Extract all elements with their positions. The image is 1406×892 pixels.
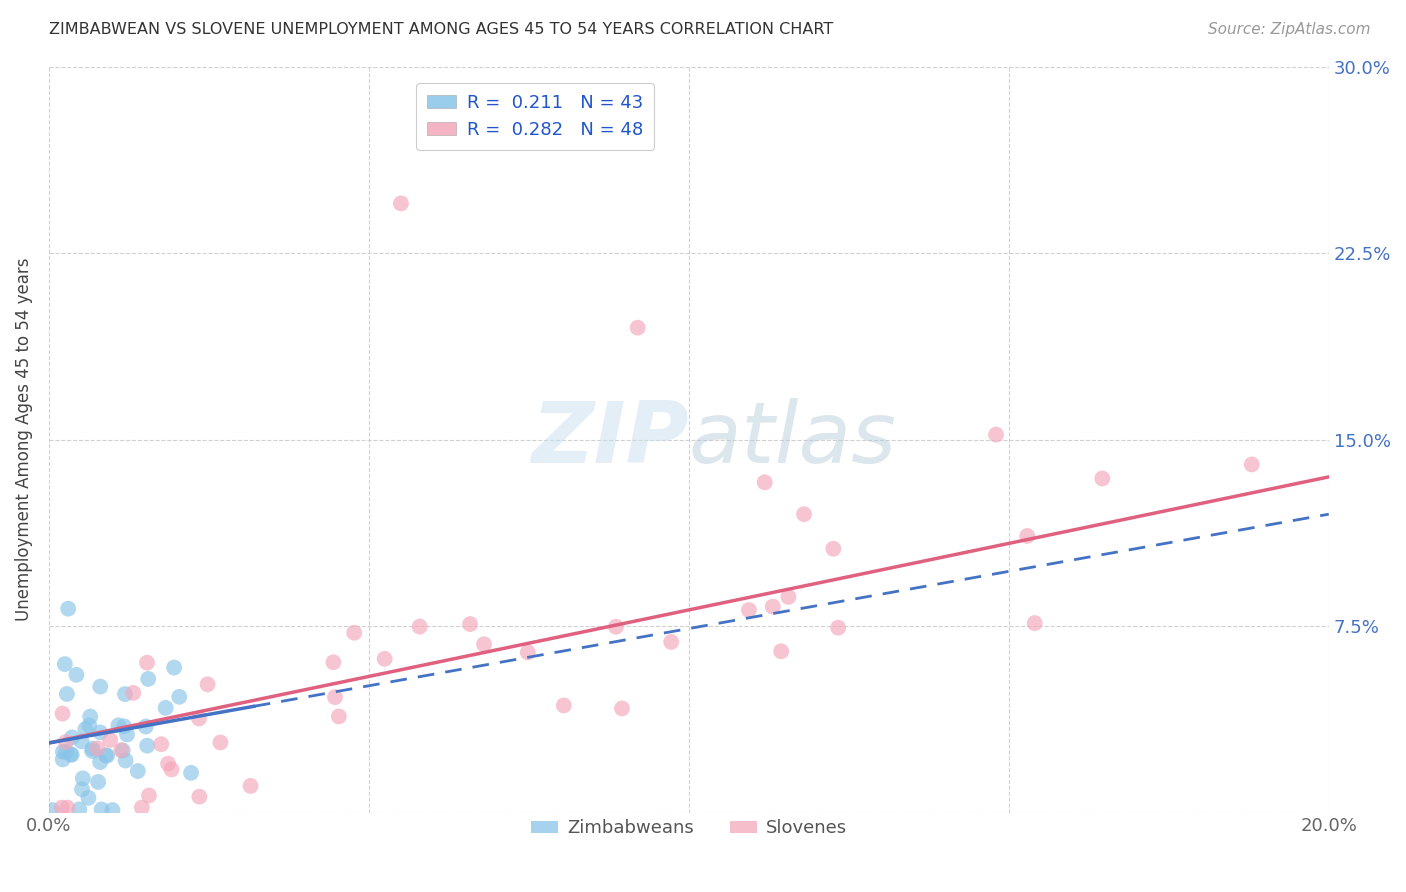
Point [136,672,159,686]
Point [197,677,219,691]
Point [115,727,138,741]
Point [605,620,627,634]
Point [823,541,845,556]
Point [75,723,97,737]
Point [79,718,101,732]
Point [79,709,101,723]
Point [408,619,430,633]
Point [323,690,346,705]
Point [239,779,262,793]
Point [89,725,111,739]
Point [150,737,173,751]
Point [51,706,73,721]
Point [827,621,849,635]
Point [738,603,761,617]
Point [112,719,135,733]
Point [55,744,77,758]
Point [188,789,211,804]
Point [41,803,63,817]
Point [389,196,412,211]
Point [87,775,110,789]
Point [111,743,134,757]
Point [343,625,366,640]
Point [188,712,211,726]
Point [89,755,111,769]
Point [114,754,136,768]
Point [1240,458,1263,472]
Point [155,701,177,715]
Legend: Zimbabweans, Slovenes: Zimbabweans, Slovenes [523,812,855,845]
Point [762,599,785,614]
Point [138,789,160,803]
Text: ZIP: ZIP [531,398,689,481]
Point [778,590,800,604]
Point [52,745,75,759]
Point [53,657,76,672]
Point [114,687,136,701]
Point [55,735,77,749]
Point [659,635,682,649]
Point [374,652,396,666]
Point [86,741,108,756]
Point [328,709,350,723]
Point [94,748,117,763]
Point [70,782,93,797]
Point [60,731,83,745]
Point [136,739,159,753]
Point [122,686,145,700]
Point [135,719,157,733]
Point [90,802,112,816]
Point [60,747,83,762]
Point [107,718,129,732]
Point [209,735,232,749]
Point [101,803,124,817]
Point [131,800,153,814]
Point [98,733,121,747]
Point [160,763,183,777]
Text: atlas: atlas [689,398,897,481]
Text: Source: ZipAtlas.com: Source: ZipAtlas.com [1208,22,1371,37]
Point [82,744,104,758]
Point [96,748,118,763]
Point [136,656,159,670]
Point [516,645,538,659]
Point [70,734,93,748]
Point [163,660,186,674]
Point [56,687,79,701]
Point [180,765,202,780]
Point [67,802,90,816]
Point [56,800,79,814]
Point [169,690,191,704]
Point [1091,471,1114,485]
Point [754,475,776,490]
Point [110,743,132,757]
Point [553,698,575,713]
Point [77,790,100,805]
Point [51,800,73,814]
Point [82,741,104,756]
Y-axis label: Unemployment Among Ages 45 to 54 years: Unemployment Among Ages 45 to 54 years [15,258,32,622]
Point [127,764,149,778]
Point [56,601,79,615]
Point [72,772,94,786]
Point [770,644,793,658]
Text: ZIMBABWEAN VS SLOVENE UNEMPLOYMENT AMONG AGES 45 TO 54 YEARS CORRELATION CHART: ZIMBABWEAN VS SLOVENE UNEMPLOYMENT AMONG… [49,22,834,37]
Point [472,637,495,651]
Point [52,752,75,766]
Point [984,427,1007,442]
Point [610,701,633,715]
Point [1024,616,1046,631]
Point [458,617,481,632]
Point [1017,529,1039,543]
Point [65,668,87,682]
Point [89,680,111,694]
Point [793,507,815,521]
Point [627,320,650,334]
Point [454,121,477,136]
Point [59,747,82,762]
Point [322,655,344,669]
Point [157,756,180,771]
